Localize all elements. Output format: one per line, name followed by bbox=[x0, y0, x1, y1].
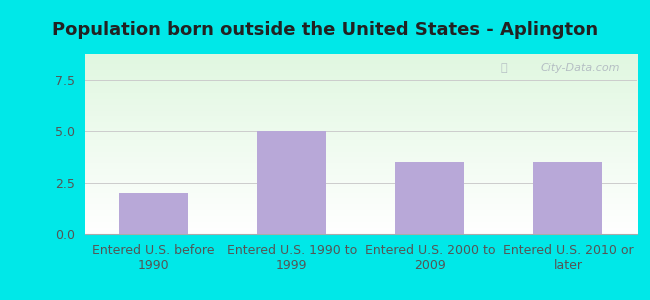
Bar bbox=[534, 162, 603, 234]
Text: ⓘ: ⓘ bbox=[500, 63, 507, 73]
Bar bbox=[119, 193, 188, 234]
Bar bbox=[257, 131, 326, 234]
Bar bbox=[395, 162, 464, 234]
Text: City-Data.com: City-Data.com bbox=[541, 63, 620, 73]
Text: Population born outside the United States - Aplington: Population born outside the United State… bbox=[52, 21, 598, 39]
